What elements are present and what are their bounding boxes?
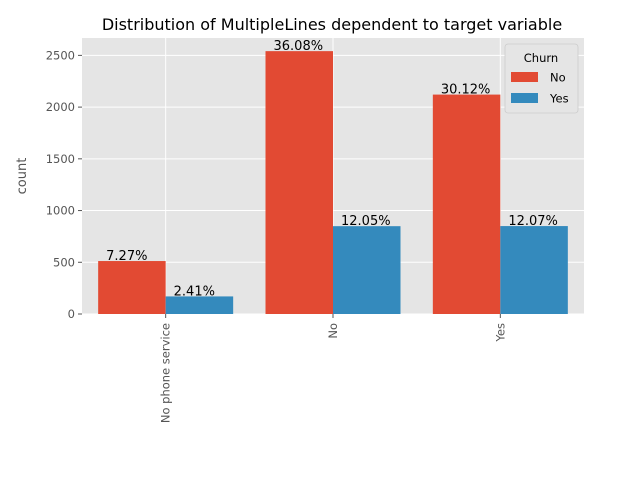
y-tick-label: 500 [53,255,75,269]
x-tick-label: No [326,323,340,339]
legend-label: Yes [549,92,569,106]
y-tick-label: 1000 [46,204,75,218]
bar-label: 30.12% [441,83,491,98]
y-tick-label: 0 [68,307,75,321]
bars [98,51,568,314]
y-axis-label: count [15,158,30,195]
bar [432,94,501,314]
bar [165,296,234,314]
x-tick-label: No phone service [159,323,173,423]
x-tick-label: Yes [493,323,507,343]
bar-labels: 7.27% 36.08% 30.12% 2.41% 12.05% 12.07% [106,39,558,299]
legend-swatch [511,93,538,103]
legend-title: Churn [524,51,558,65]
bar [500,226,568,314]
bar-label: 36.08% [274,39,324,54]
bar-label: 12.05% [341,214,391,229]
legend: Churn No Yes [504,43,579,114]
y-tick-label: 2000 [46,100,75,114]
bar-label: 12.07% [508,214,558,229]
bar [333,226,401,314]
y-axis: 0 500 1000 1500 2000 2500 [46,48,82,321]
bar-label: 2.41% [174,284,215,299]
bar-label: 7.27% [106,249,147,264]
legend-swatch [511,72,538,82]
y-tick-label: 1500 [46,152,75,166]
bar [265,51,333,314]
legend-label: No [550,71,566,85]
y-tick-label: 2500 [46,48,75,62]
bar [98,261,166,314]
chart-title: Distribution of MultipleLines dependent … [102,15,562,34]
x-axis: No phone service No Yes [159,314,507,423]
